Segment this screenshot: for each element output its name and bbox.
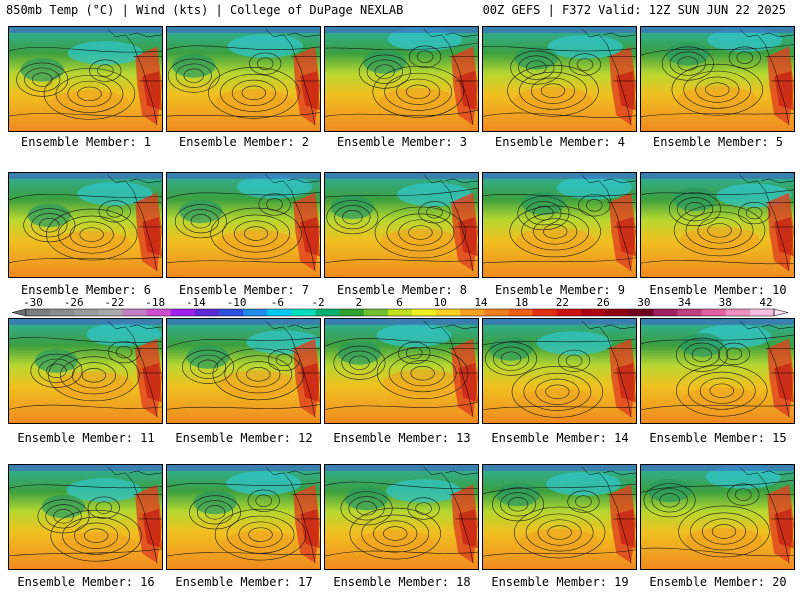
colorbar-tick-label: 26 (596, 296, 610, 309)
ensemble-member-label: Ensemble Member: 10 (649, 283, 787, 297)
ensemble-map-panel (640, 26, 795, 132)
colorbar-tick-label: -10 (226, 296, 247, 309)
ensemble-map-panel (8, 318, 163, 424)
colorbar-segment (725, 309, 751, 316)
colorbar-tick-label: 30 (637, 296, 651, 309)
ensemble-member-label: Ensemble Member: 12 (175, 431, 313, 445)
colorbar-tick-label: 18 (515, 296, 529, 309)
colorbar-segment (436, 309, 461, 316)
ensemble-member-label: Ensemble Member: 4 (494, 135, 626, 149)
colorbar-segment (194, 309, 220, 316)
colorbar-segment (556, 309, 582, 316)
colorbar-tick-label: 42 (759, 296, 773, 309)
colorbar-segment (146, 309, 172, 316)
colorbar-outline (25, 308, 775, 317)
colorbar-segment (532, 309, 558, 316)
colorbar-tick-label: 34 (677, 296, 692, 309)
colorbar-segment (267, 309, 292, 316)
ensemble-member-label: Ensemble Member: 6 (20, 283, 152, 297)
colorbar-segment (412, 309, 437, 316)
valid-time: 00Z GEFS | F372 Valid: 12Z SUN JUN 22 20… (482, 3, 786, 17)
colorbar-tick-label: -2 (311, 296, 325, 309)
ensemble-member-label: Ensemble Member: 16 (17, 575, 155, 589)
ensemble-map-panel (482, 318, 637, 424)
ensemble-member-label: Ensemble Member: 11 (17, 431, 155, 445)
ensemble-map-panel (8, 26, 163, 132)
colorbar-tick-label: -22 (104, 296, 125, 309)
ensemble-member-label: Ensemble Member: 5 (652, 135, 784, 149)
colorbar-segment (291, 309, 317, 316)
ensemble-member-label: Ensemble Member: 14 (491, 431, 629, 445)
ensemble-map-panel (8, 172, 163, 278)
ensemble-map-panel (640, 464, 795, 570)
ensemble-map-panel (166, 26, 321, 132)
colorbar-segment (74, 309, 99, 316)
ensemble-map-panel (8, 464, 163, 570)
ensemble-member-label: Ensemble Member: 15 (649, 431, 787, 445)
colorbar-tick-label: 10 (433, 296, 447, 309)
temperature-colorbar (11, 308, 789, 317)
ensemble-member-label: Ensemble Member: 8 (336, 283, 468, 297)
colorbar-segment (484, 309, 510, 316)
ensemble-map-panel (640, 172, 795, 278)
colorbar-tick-label: -6 (270, 296, 284, 309)
colorbar-segment (629, 309, 654, 316)
colorbar-segment (701, 309, 727, 316)
ensemble-member-label: Ensemble Member: 7 (178, 283, 310, 297)
colorbar-segment (460, 309, 485, 316)
colorbar-left-arrow (11, 308, 27, 317)
ensemble-member-label: Ensemble Member: 19 (491, 575, 629, 589)
ensemble-member-label: Ensemble Member: 13 (333, 431, 471, 445)
colorbar-segment (653, 309, 678, 316)
colorbar-tick-label: -14 (185, 296, 206, 309)
colorbar-tick-label: 14 (474, 296, 488, 309)
ensemble-map-panel (482, 464, 637, 570)
colorbar-segment (170, 309, 196, 316)
colorbar-segment (122, 309, 148, 316)
ensemble-map-panel (324, 172, 479, 278)
ensemble-map-panel (324, 464, 479, 570)
colorbar-segment (387, 309, 413, 316)
ensemble-member-label: Ensemble Member: 1 (20, 135, 152, 149)
colorbar-tick-label: 22 (555, 296, 569, 309)
ensemble-member-label: Ensemble Member: 9 (494, 283, 626, 297)
colorbar-segment (26, 309, 51, 316)
ensemble-member-label: Ensemble Member: 20 (649, 575, 787, 589)
colorbar-segment (749, 309, 775, 316)
colorbar-right-arrow (773, 308, 789, 317)
ensemble-map-panel (166, 172, 321, 278)
ensemble-map-panel (324, 318, 479, 424)
ensemble-map-panel (482, 26, 637, 132)
colorbar-tick-label: 6 (396, 296, 403, 309)
colorbar-segment (580, 309, 606, 316)
ensemble-member-label: Ensemble Member: 18 (333, 575, 471, 589)
map-title: 850mb Temp (°C) | Wind (kts) | College o… (6, 3, 404, 17)
ensemble-map-panel (640, 318, 795, 424)
colorbar-segment (605, 309, 630, 316)
colorbar-segment (339, 309, 365, 316)
colorbar-tick-label: -30 (23, 296, 43, 309)
ensemble-map-panel (324, 26, 479, 132)
colorbar-segment (243, 309, 268, 316)
colorbar-tick-label: -26 (63, 296, 84, 309)
ensemble-map-panel (482, 172, 637, 278)
colorbar-segment (315, 309, 341, 316)
colorbar-segment (50, 309, 75, 316)
ensemble-member-label: Ensemble Member: 17 (175, 575, 313, 589)
colorbar-segment (98, 309, 124, 316)
ensemble-map-panel (166, 464, 321, 570)
colorbar-segment (363, 309, 389, 316)
colorbar-tick-label: 38 (718, 296, 732, 309)
colorbar-segment (677, 309, 703, 316)
colorbar-segment (508, 309, 534, 316)
colorbar-segment (219, 309, 244, 316)
ensemble-member-label: Ensemble Member: 2 (178, 135, 310, 149)
ensemble-map-panel (166, 318, 321, 424)
ensemble-member-label: Ensemble Member: 3 (336, 135, 468, 149)
colorbar-tick-label: 2 (355, 296, 363, 309)
colorbar-tick-label: -18 (145, 296, 166, 309)
